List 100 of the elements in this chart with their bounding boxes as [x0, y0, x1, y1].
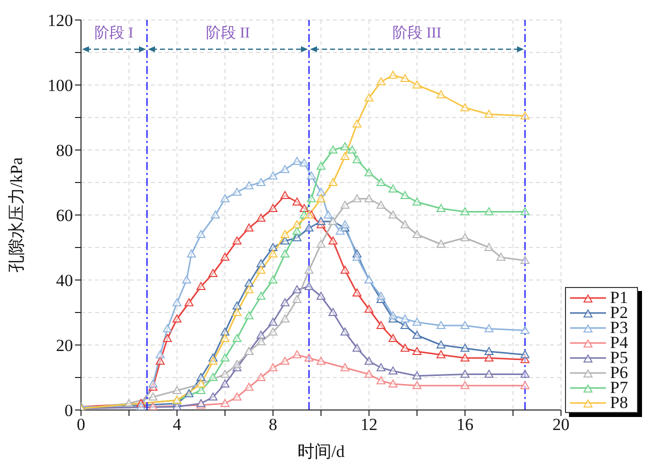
point — [256, 259, 266, 268]
point — [520, 350, 530, 358]
point — [244, 181, 254, 190]
point — [364, 194, 374, 202]
point — [412, 318, 422, 326]
point — [316, 356, 326, 365]
point — [352, 252, 362, 261]
point — [460, 103, 470, 112]
point — [220, 194, 230, 202]
point — [352, 155, 362, 164]
point — [400, 220, 410, 228]
point — [268, 276, 278, 284]
point — [220, 252, 230, 261]
point — [210, 210, 220, 218]
x-tick-label: 8 — [268, 415, 278, 434]
point — [352, 288, 362, 296]
point — [244, 224, 254, 232]
point — [280, 230, 290, 238]
point — [484, 324, 494, 332]
point — [172, 314, 182, 322]
point — [292, 350, 302, 358]
point — [232, 308, 242, 316]
point — [328, 236, 338, 244]
point — [124, 399, 134, 407]
point — [412, 381, 422, 390]
annotation: 阶段 II — [206, 24, 250, 42]
point — [460, 207, 470, 216]
point — [172, 386, 182, 394]
point — [268, 318, 278, 326]
point — [306, 194, 316, 202]
point — [412, 371, 422, 380]
y-tick-label: 100 — [48, 76, 73, 96]
point — [232, 334, 242, 342]
point — [256, 214, 266, 222]
point — [340, 220, 350, 228]
point — [328, 308, 338, 316]
x-tick-label: 0 — [76, 415, 86, 434]
point — [244, 278, 254, 287]
point — [340, 142, 350, 150]
point — [436, 90, 446, 98]
point — [196, 373, 206, 381]
point — [316, 217, 326, 225]
point — [316, 240, 326, 248]
point — [292, 220, 302, 228]
point — [496, 252, 506, 261]
point — [520, 111, 530, 120]
point — [300, 158, 309, 166]
point — [280, 356, 290, 365]
point — [304, 224, 314, 232]
point — [156, 350, 165, 358]
point — [196, 386, 206, 394]
point — [280, 236, 290, 244]
point — [268, 243, 278, 251]
point — [268, 363, 278, 372]
point — [280, 298, 290, 306]
point — [162, 334, 172, 342]
point — [388, 366, 398, 374]
point — [340, 328, 350, 336]
point — [208, 356, 218, 365]
point — [364, 94, 374, 102]
point — [256, 330, 266, 339]
point — [256, 178, 266, 186]
y-tick-label: 20 — [56, 336, 73, 356]
point — [364, 304, 374, 313]
point — [232, 188, 242, 196]
point — [436, 350, 446, 358]
point — [244, 311, 254, 320]
point — [400, 74, 410, 82]
point — [292, 226, 302, 235]
point — [376, 178, 386, 186]
point — [184, 298, 194, 306]
point — [292, 233, 302, 242]
point — [460, 381, 470, 390]
point — [148, 380, 158, 388]
point — [300, 204, 309, 212]
point — [484, 110, 494, 118]
point — [400, 321, 410, 329]
point — [484, 354, 494, 362]
point — [340, 363, 350, 372]
point — [244, 382, 254, 391]
point — [436, 240, 446, 248]
point — [436, 340, 446, 348]
point — [376, 200, 386, 209]
point — [376, 292, 386, 300]
point — [484, 243, 494, 251]
point — [324, 210, 333, 218]
y-tick-label: 0 — [64, 401, 73, 420]
annotation: 阶段 III — [392, 24, 442, 42]
point — [328, 178, 338, 186]
point — [436, 204, 446, 212]
point — [352, 194, 362, 202]
point — [520, 381, 530, 390]
point — [520, 256, 530, 264]
point — [400, 344, 410, 352]
annotation: 阶段 I — [94, 24, 134, 42]
y-axis-title: 孔隙水压力/kPa — [7, 156, 26, 273]
point — [220, 370, 230, 378]
point — [256, 337, 266, 346]
point — [364, 356, 374, 365]
point — [220, 354, 230, 362]
